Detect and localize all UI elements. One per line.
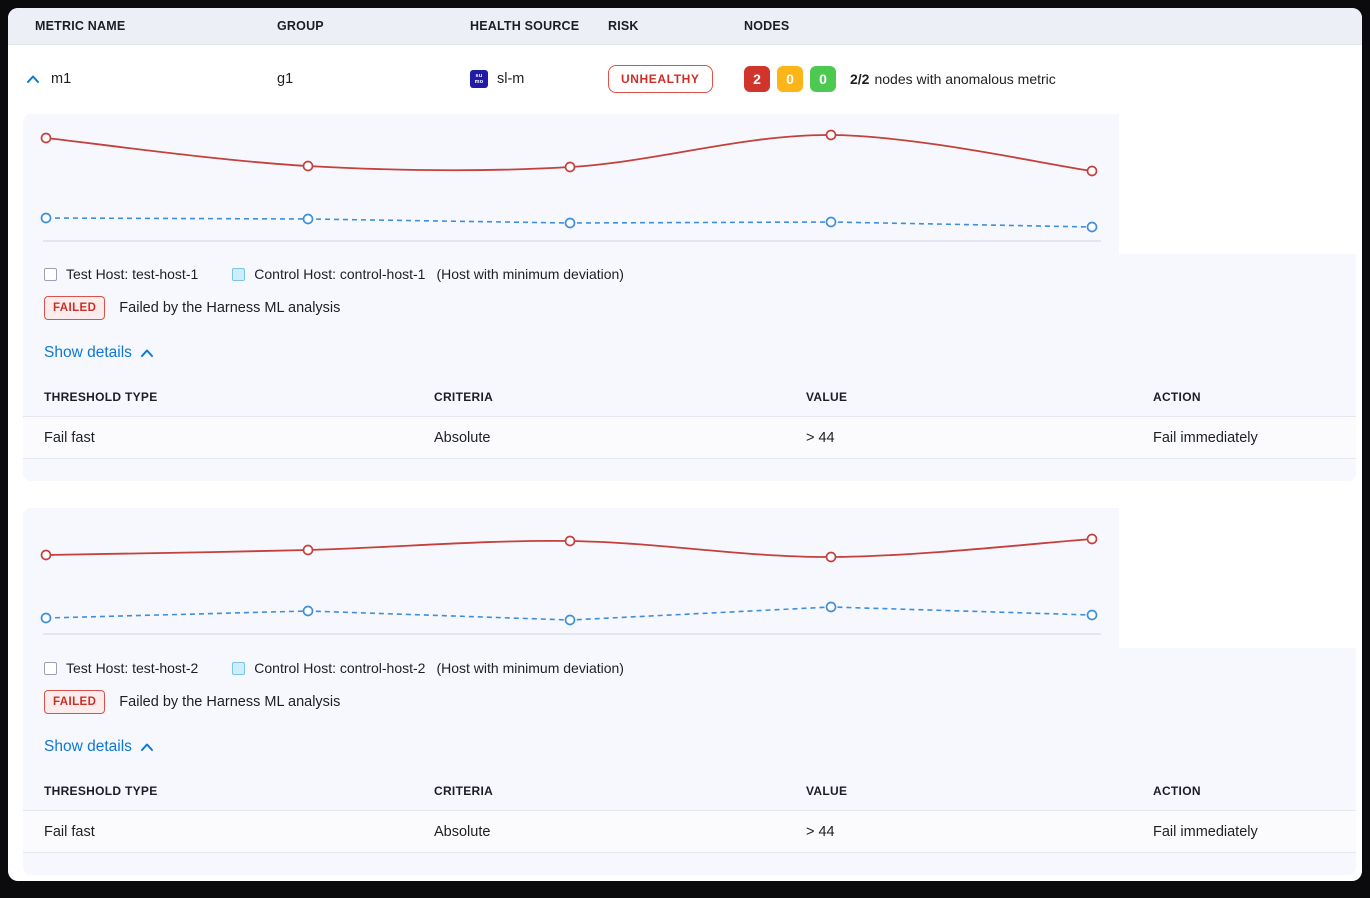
table-row: Fail fast Absolute > 44 Fail immediately [23, 810, 1356, 853]
th-action: ACTION [1153, 784, 1201, 798]
test-host-checkbox-icon [44, 267, 57, 281]
th-threshold-type: THRESHOLD TYPE [44, 390, 158, 404]
table-row: Fail fast Absolute > 44 Fail immediately [23, 416, 1356, 459]
cell-value: > 44 [806, 429, 835, 446]
control-host-label: Control Host: control-host-2 [254, 660, 426, 676]
cell-action: Fail immediately [1153, 823, 1258, 840]
chevron-up-icon [140, 349, 153, 357]
cell-action: Fail immediately [1153, 429, 1258, 446]
column-header-group: GROUP [277, 19, 324, 33]
chart-legend: Test Host: test-host-2 Control Host: con… [23, 648, 1356, 680]
column-header-risk: RISK [608, 19, 639, 33]
nodes-summary-count: 2/2 [850, 71, 870, 87]
legend-item-test-host[interactable]: Test Host: test-host-2 [44, 660, 198, 676]
column-header-nodes: NODES [744, 19, 790, 33]
threshold-table: THRESHOLD TYPE CRITERIA VALUE ACTION Fai… [23, 772, 1356, 853]
th-action: ACTION [1153, 390, 1201, 404]
control-host-label: Control Host: control-host-1 [254, 266, 426, 282]
legend-item-test-host[interactable]: Test Host: test-host-1 [44, 266, 198, 282]
host-analysis-section: Test Host: test-host-1 Control Host: con… [23, 114, 1356, 481]
chart-legend: Test Host: test-host-1 Control Host: con… [23, 254, 1356, 286]
control-host-checkbox-icon [232, 661, 246, 675]
nodes-summary: 2/2 nodes with anomalous metric [850, 71, 1056, 87]
sumo-icon-text-bottom: mo [474, 79, 484, 85]
test-host-checkbox-icon [44, 661, 57, 675]
cell-criteria: Absolute [434, 823, 491, 840]
minimum-deviation-note: (Host with minimum deviation) [436, 266, 624, 282]
cell-threshold-type: Fail fast [44, 429, 95, 446]
threshold-table: THRESHOLD TYPE CRITERIA VALUE ACTION Fai… [23, 378, 1356, 459]
verification-metrics-page: METRIC NAME GROUP HEALTH SOURCE RISK NOD… [8, 8, 1362, 881]
test-host-label: Test Host: test-host-1 [66, 266, 199, 282]
chart-side-panel [1119, 508, 1356, 648]
sumo-icon-text-top: su [475, 72, 483, 79]
failed-badge: FAILED [44, 296, 106, 320]
analysis-status-row: FAILED Failed by the Harness ML analysis [23, 680, 1356, 714]
control-host-checkbox-icon [232, 267, 246, 281]
threshold-table-header: THRESHOLD TYPE CRITERIA VALUE ACTION [23, 772, 1356, 810]
column-header-health-source: HEALTH SOURCE [470, 19, 580, 33]
metric-comparison-chart[interactable] [23, 508, 1119, 648]
metric-row: m1 g1 su mo sl-m UNHEALTHY 2 0 0 2/2 node… [8, 45, 1362, 113]
show-details-label: Show details [44, 738, 132, 755]
cell-value: > 44 [806, 823, 835, 840]
cell-criteria: Absolute [434, 429, 491, 446]
node-count-badges: 2 0 0 [744, 66, 836, 92]
chart-side-panel [1119, 114, 1356, 254]
th-value: VALUE [806, 784, 848, 798]
healthy-nodes-badge: 0 [810, 66, 836, 92]
chevron-up-icon [140, 743, 153, 751]
show-details-toggle[interactable]: Show details [23, 714, 154, 756]
cell-threshold-type: Fail fast [44, 823, 95, 840]
analysis-status-row: FAILED Failed by the Harness ML analysis [23, 286, 1356, 320]
risk-badge: UNHEALTHY [608, 65, 713, 93]
th-threshold-type: THRESHOLD TYPE [44, 784, 158, 798]
legend-item-control-host[interactable]: Control Host: control-host-2 [212, 660, 425, 676]
show-details-label: Show details [44, 344, 132, 361]
unhealthy-nodes-badge: 2 [744, 66, 770, 92]
column-header-metric-name: METRIC NAME [35, 19, 126, 33]
host-analysis-section: Test Host: test-host-2 Control Host: con… [23, 508, 1356, 875]
show-details-toggle[interactable]: Show details [23, 320, 154, 362]
failed-badge: FAILED [44, 690, 106, 714]
sumo-logic-icon: su mo [470, 70, 488, 88]
health-source-value: sl-m [497, 71, 525, 87]
chart-row [23, 114, 1356, 254]
analysis-status-message: Failed by the Harness ML analysis [119, 694, 341, 710]
metric-comparison-chart[interactable] [23, 114, 1119, 254]
test-host-label: Test Host: test-host-2 [66, 660, 199, 676]
table-header-bar: METRIC NAME GROUP HEALTH SOURCE RISK NOD… [8, 8, 1362, 45]
minimum-deviation-note: (Host with minimum deviation) [436, 660, 624, 676]
analysis-status-message: Failed by the Harness ML analysis [119, 300, 341, 316]
metric-name-value: m1 [51, 71, 72, 87]
threshold-table-header: THRESHOLD TYPE CRITERIA VALUE ACTION [23, 378, 1356, 416]
nodes-summary-text: nodes with anomalous metric [874, 71, 1056, 87]
group-value: g1 [277, 71, 294, 87]
warning-nodes-badge: 0 [777, 66, 803, 92]
th-criteria: CRITERIA [434, 784, 494, 798]
th-value: VALUE [806, 390, 848, 404]
legend-item-control-host[interactable]: Control Host: control-host-1 [212, 266, 425, 282]
collapse-row-button[interactable] [25, 71, 41, 87]
th-criteria: CRITERIA [434, 390, 494, 404]
chart-row [23, 508, 1356, 648]
chevron-up-icon [27, 75, 39, 83]
